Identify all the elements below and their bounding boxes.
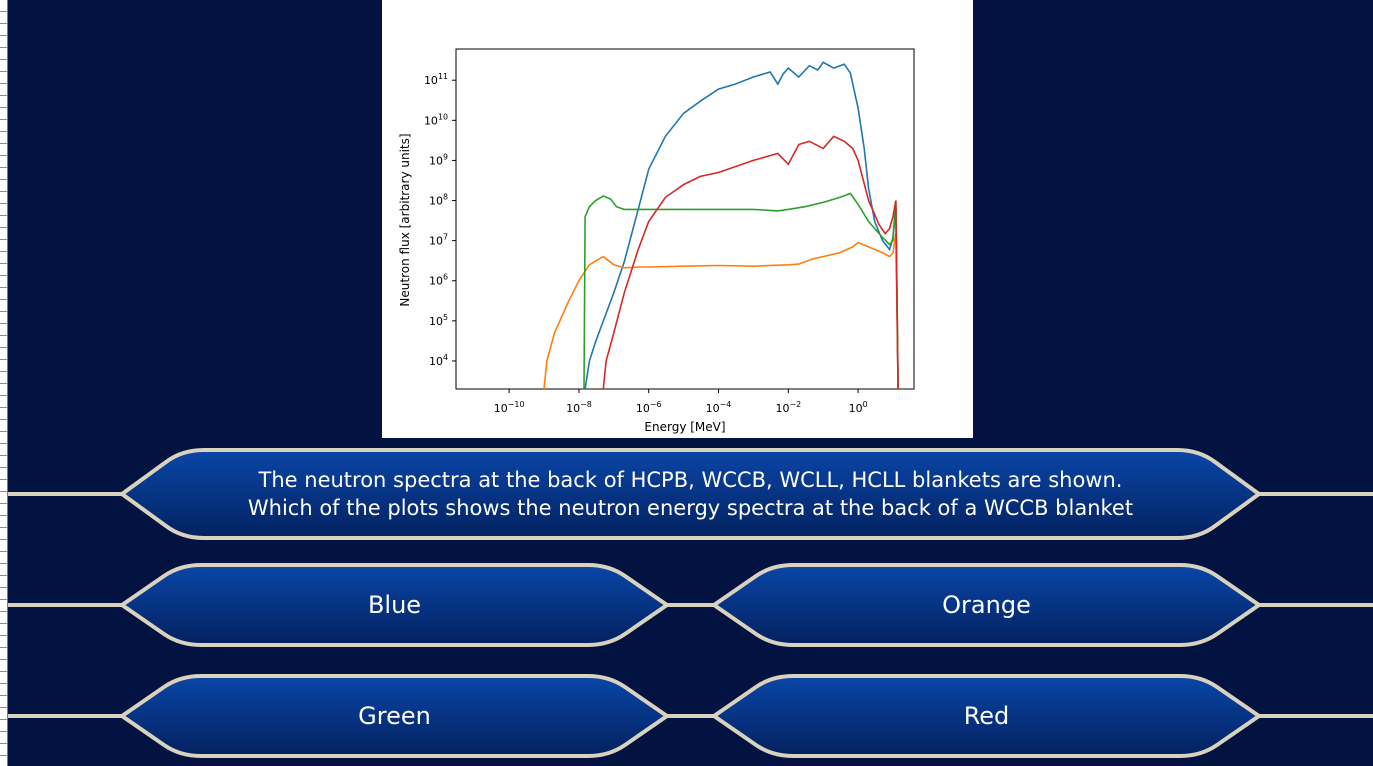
chart: 10−10 10−8 10−6 10−4 10−2 100 104 105 106 107 108 1… — [398, 48, 915, 434]
y-tick-label: 104 — [429, 353, 448, 368]
chart-axes-frame — [455, 48, 915, 390]
x-tick-label: 10−6 — [636, 400, 662, 415]
answer-a-label: Blue — [367, 591, 422, 619]
series-line-3 — [602, 135, 899, 390]
answer-a-button[interactable]: Blue — [160, 567, 629, 643]
x-tick-label: 10−2 — [775, 400, 801, 415]
answer-d-label: Red — [963, 702, 1010, 730]
question-text: The neutron spectra at the back of HCPB,… — [160, 452, 1221, 536]
x-tick-label: 10−10 — [494, 400, 525, 415]
question-line-1: The neutron spectra at the back of HCPB,… — [258, 468, 1123, 492]
y-axis-label: Neutron flux [arbitrary units] — [398, 133, 412, 306]
y-tick-label: 108 — [429, 193, 448, 208]
chart-panel: 10−10 10−8 10−6 10−4 10−2 100 104 105 106 107 108 1… — [382, 0, 973, 438]
answer-b-shape — [710, 563, 1263, 647]
y-tick-label: 107 — [429, 233, 448, 248]
answer-b-label: Orange — [942, 591, 1031, 619]
ruler-strip — [0, 0, 8, 766]
x-tick-label: 10−8 — [566, 400, 592, 415]
x-tick-label: 10−4 — [706, 400, 732, 415]
answer-a-shape — [118, 563, 671, 647]
y-tick-label: 105 — [429, 313, 448, 328]
answer-b-button[interactable]: Orange — [752, 567, 1221, 643]
question-panel-shape — [118, 448, 1263, 540]
answer-c-shape — [118, 674, 671, 758]
answer-c-label: Green — [358, 702, 431, 730]
question-line-2: Which of the plots shows the neutron ene… — [247, 496, 1134, 520]
answer-d-button[interactable]: Red — [752, 678, 1221, 754]
y-tick-label: 1010 — [424, 112, 448, 127]
y-tick-label: 1011 — [424, 72, 448, 87]
x-axis-label: Energy [MeV] — [644, 420, 725, 434]
y-tick-label: 109 — [429, 152, 448, 167]
x-tick-label: 100 — [849, 400, 868, 415]
answer-c-button[interactable]: Green — [160, 678, 629, 754]
y-tick-label: 106 — [429, 273, 448, 288]
series-line-1 — [543, 233, 899, 390]
series-line-2 — [583, 192, 899, 390]
series-line-0 — [584, 61, 899, 390]
answer-d-shape — [710, 674, 1263, 758]
